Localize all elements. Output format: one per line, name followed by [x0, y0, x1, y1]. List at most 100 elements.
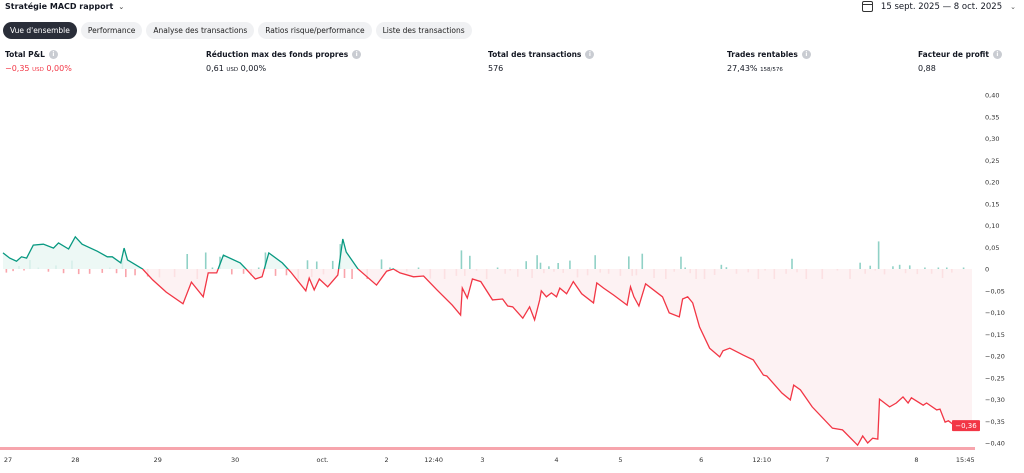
- pnl-bar: [892, 266, 894, 269]
- pnl-bar: [125, 269, 127, 278]
- pnl-bar: [204, 252, 207, 269]
- pnl-bar: [703, 269, 706, 279]
- metric-unit: USD: [32, 67, 44, 73]
- info-icon[interactable]: i: [352, 50, 362, 59]
- pnl-bar: [47, 269, 50, 272]
- pnl-bar: [539, 262, 542, 269]
- tab-risk-ratios[interactable]: Ratios risque/performance: [258, 22, 372, 39]
- pnl-bar: [747, 269, 750, 273]
- pnl-bar: [455, 269, 458, 276]
- metric-max-drawdown: Réduction max des fonds propres i 0,61 US…: [206, 50, 362, 73]
- pnl-bar: [443, 269, 446, 279]
- pnl-bar: [548, 266, 550, 269]
- pnl-bar: [463, 269, 466, 276]
- pnl-bar: [543, 269, 545, 274]
- pnl-bar: [186, 254, 189, 269]
- pnl-bar: [315, 261, 318, 269]
- pnl-bar: [941, 269, 944, 278]
- pnl-bar: [791, 258, 793, 269]
- y-tick-label: −0,35: [985, 418, 1005, 426]
- equity-area-positive: [3, 236, 972, 269]
- y-tick-label: −0,40: [985, 440, 1005, 448]
- last-value-label: −0,36: [955, 422, 977, 430]
- pnl-bar: [864, 269, 866, 274]
- pnl-bar: [607, 269, 610, 274]
- tab-overview[interactable]: Vue d'ensemble: [3, 22, 77, 39]
- pnl-bar: [29, 260, 31, 269]
- pnl-bar: [631, 269, 633, 276]
- x-tick-label: oct.: [317, 456, 329, 464]
- pnl-bar: [274, 269, 277, 276]
- metric-label: Total des transactions: [488, 50, 582, 59]
- info-icon[interactable]: i: [992, 50, 1002, 59]
- y-tick-label: −0,30: [985, 396, 1005, 404]
- pnl-bar: [916, 269, 919, 275]
- y-tick-label: 0,20: [985, 179, 999, 187]
- report-tabs: Vue d'ensemble Performance Analyse des t…: [3, 22, 472, 39]
- y-tick-label: 0,15: [985, 200, 999, 208]
- x-tick-label: 12:40: [424, 456, 443, 464]
- equity-line-positive: [2, 235, 395, 269]
- chevron-down-icon: ⌄: [118, 2, 125, 11]
- pnl-bar: [55, 265, 57, 269]
- tab-performance[interactable]: Performance: [80, 22, 143, 39]
- y-tick-label: −0,10: [985, 309, 1005, 317]
- pnl-bar: [536, 255, 538, 269]
- date-range: 15 sept. 2025 — 8 oct. 2025: [880, 1, 1003, 12]
- metric-unit: USD: [226, 67, 239, 73]
- pnl-bar: [562, 269, 565, 273]
- pnl-bar: [331, 260, 334, 269]
- y-tick-label: 0,10: [985, 222, 999, 230]
- pnl-bar: [883, 269, 886, 275]
- pnl-bar: [173, 269, 176, 278]
- pnl-bar: [821, 269, 824, 279]
- pnl-bar: [773, 269, 776, 279]
- pnl-bar: [37, 267, 40, 269]
- pnl-bar: [101, 269, 104, 273]
- pnl-bar: [594, 255, 596, 269]
- metric-label: Trades rentables: [727, 50, 798, 59]
- pnl-bar: [71, 260, 73, 269]
- info-icon[interactable]: i: [48, 50, 58, 59]
- date-range-picker[interactable]: 15 sept. 2025 — 8 oct. 2025 ⌄: [861, 1, 1016, 12]
- pnl-bar: [764, 269, 766, 271]
- y-tick-label: 0,40: [985, 92, 999, 100]
- metric-value: 0,88: [918, 64, 936, 73]
- x-tick-label: 4: [554, 456, 558, 464]
- pnl-bar: [88, 269, 91, 274]
- report-title: Stratégie MACD rapport: [5, 2, 114, 11]
- pnl-bar: [924, 267, 926, 269]
- pnl-bar: [264, 252, 267, 269]
- tab-trade-analysis[interactable]: Analyse des transactions: [146, 22, 255, 39]
- metric-label: Total P&L: [5, 50, 45, 59]
- pnl-bar: [586, 269, 589, 276]
- pnl-bar: [389, 267, 391, 269]
- pnl-bar: [5, 269, 8, 273]
- pnl-bar: [557, 263, 559, 269]
- pnl-bar: [680, 256, 682, 269]
- tab-trade-list[interactable]: Liste des transactions: [375, 22, 472, 39]
- pnl-bar: [219, 256, 221, 269]
- pnl-bar: [945, 267, 948, 269]
- pnl-bar: [569, 260, 571, 269]
- pnl-bar: [306, 260, 309, 269]
- y-tick-label: −0,20: [985, 353, 1005, 361]
- pnl-bar: [720, 264, 723, 269]
- pnl-bar: [351, 269, 353, 279]
- pnl-bar: [158, 269, 161, 278]
- x-tick-label: 15:45: [956, 456, 975, 464]
- x-tick-label: 8: [914, 456, 918, 464]
- pnl-bar: [695, 269, 697, 279]
- metric-value: 0,61: [206, 64, 224, 73]
- info-icon[interactable]: i: [801, 50, 811, 59]
- x-tick-label: 29: [154, 456, 162, 464]
- y-tick-label: 0,35: [985, 113, 999, 121]
- pnl-bar: [525, 261, 527, 269]
- pnl-bar: [77, 269, 80, 275]
- info-icon[interactable]: i: [585, 50, 595, 59]
- pnl-bar: [196, 269, 199, 279]
- report-title-dropdown[interactable]: Stratégie MACD rapport ⌄: [5, 2, 124, 11]
- pnl-bar: [469, 255, 471, 269]
- pnl-bar: [322, 269, 325, 275]
- pnl-bar: [509, 269, 512, 271]
